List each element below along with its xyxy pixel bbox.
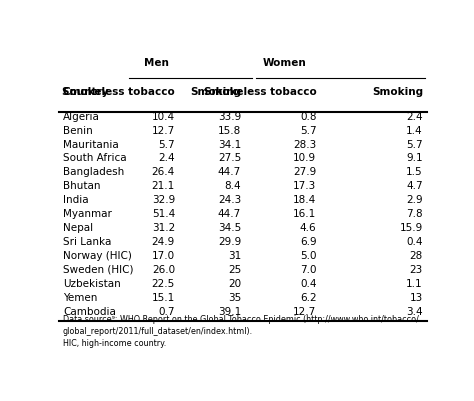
Text: 0.7: 0.7 [158,306,175,316]
Text: 51.4: 51.4 [152,209,175,219]
Text: Men: Men [144,57,169,67]
Text: Algeria: Algeria [63,111,100,122]
Text: Bhutan: Bhutan [63,181,100,191]
Text: 5.7: 5.7 [406,139,423,149]
Text: 22.5: 22.5 [152,278,175,288]
Text: India: India [63,195,89,205]
Text: 5.7: 5.7 [158,139,175,149]
Text: 15.8: 15.8 [218,125,241,135]
Text: Women: Women [263,57,307,67]
Text: 15.1: 15.1 [152,292,175,302]
Text: 15.9: 15.9 [400,223,423,233]
Text: 12.7: 12.7 [152,125,175,135]
Text: 4.7: 4.7 [406,181,423,191]
Text: 1.1: 1.1 [406,278,423,288]
Text: Cambodia: Cambodia [63,306,116,316]
Text: 31: 31 [228,250,241,260]
Text: 44.7: 44.7 [218,209,241,219]
Text: 26.4: 26.4 [152,167,175,177]
Text: 17.0: 17.0 [152,250,175,260]
Text: 10.4: 10.4 [152,111,175,122]
Text: 20: 20 [228,278,241,288]
Text: 21.1: 21.1 [152,181,175,191]
Text: 7.0: 7.0 [300,264,316,274]
Text: 8.4: 8.4 [225,181,241,191]
Text: 1.4: 1.4 [406,125,423,135]
Text: Smoking: Smoking [372,87,423,97]
Text: Smokeless tobacco: Smokeless tobacco [204,87,316,97]
Text: 34.1: 34.1 [218,139,241,149]
Text: 0.4: 0.4 [300,278,316,288]
Text: 0.8: 0.8 [300,111,316,122]
Text: 24.9: 24.9 [152,237,175,247]
Text: 0.4: 0.4 [406,237,423,247]
Text: Data source⁹: WHO Report on the Global Tobacco Epidemic (http://www.who.int/toba: Data source⁹: WHO Report on the Global T… [63,314,419,348]
Text: 27.9: 27.9 [293,167,316,177]
Text: 25: 25 [228,264,241,274]
Text: 6.9: 6.9 [300,237,316,247]
Text: 3.4: 3.4 [406,306,423,316]
Text: 5.7: 5.7 [300,125,316,135]
Text: 34.5: 34.5 [218,223,241,233]
Text: Yemen: Yemen [63,292,97,302]
Text: 23: 23 [410,264,423,274]
Text: Norway (HIC): Norway (HIC) [63,250,132,260]
Text: Nepal: Nepal [63,223,93,233]
Text: 2.9: 2.9 [406,195,423,205]
Text: 18.4: 18.4 [293,195,316,205]
Text: Smoking: Smoking [190,87,241,97]
Text: Sweden (HIC): Sweden (HIC) [63,264,133,274]
Text: 39.1: 39.1 [218,306,241,316]
Text: 13: 13 [410,292,423,302]
Text: 6.2: 6.2 [300,292,316,302]
Text: Mauritania: Mauritania [63,139,118,149]
Text: 17.3: 17.3 [293,181,316,191]
Text: 5.0: 5.0 [300,250,316,260]
Text: 31.2: 31.2 [152,223,175,233]
Text: 7.8: 7.8 [406,209,423,219]
Text: 10.9: 10.9 [293,153,316,163]
Text: 33.9: 33.9 [218,111,241,122]
Text: 27.5: 27.5 [218,153,241,163]
Text: 12.7: 12.7 [293,306,316,316]
Text: 2.4: 2.4 [158,153,175,163]
Text: Country: Country [63,87,109,97]
Text: 28: 28 [410,250,423,260]
Text: Sri Lanka: Sri Lanka [63,237,111,247]
Text: 32.9: 32.9 [152,195,175,205]
Text: Myanmar: Myanmar [63,209,112,219]
Text: Smokeless tobacco: Smokeless tobacco [62,87,175,97]
Text: South Africa: South Africa [63,153,127,163]
Text: Bangladesh: Bangladesh [63,167,124,177]
Text: 44.7: 44.7 [218,167,241,177]
Text: 4.6: 4.6 [300,223,316,233]
Text: 9.1: 9.1 [406,153,423,163]
Text: 16.1: 16.1 [293,209,316,219]
Text: Uzbekistan: Uzbekistan [63,278,121,288]
Text: 24.3: 24.3 [218,195,241,205]
Text: 28.3: 28.3 [293,139,316,149]
Text: 1.5: 1.5 [406,167,423,177]
Text: 29.9: 29.9 [218,237,241,247]
Text: Benin: Benin [63,125,93,135]
Text: 35: 35 [228,292,241,302]
Text: 26.0: 26.0 [152,264,175,274]
Text: 2.4: 2.4 [406,111,423,122]
